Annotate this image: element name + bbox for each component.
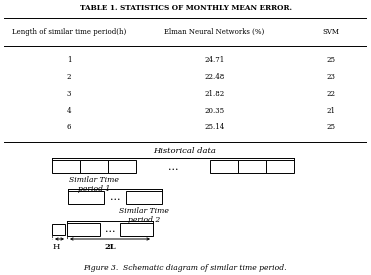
- Text: 22: 22: [326, 90, 335, 98]
- Text: Elman Neural Networks (%): Elman Neural Networks (%): [164, 28, 265, 36]
- Text: ...: ...: [105, 224, 115, 235]
- Text: 24.71: 24.71: [204, 56, 225, 64]
- Text: 25: 25: [326, 123, 335, 131]
- Text: 3: 3: [67, 90, 71, 98]
- Text: 6: 6: [67, 123, 71, 131]
- Bar: [68, 191, 104, 204]
- Text: TABLE 1. STATISTICS OF MONTHLY MEAN ERROR.: TABLE 1. STATISTICS OF MONTHLY MEAN ERRO…: [79, 4, 292, 12]
- Bar: [126, 191, 162, 204]
- Text: Historical data: Historical data: [154, 147, 216, 155]
- Bar: [266, 160, 294, 173]
- Text: 25.14: 25.14: [204, 123, 225, 131]
- Bar: [238, 160, 266, 173]
- Text: 23: 23: [326, 73, 335, 81]
- Text: 20.35: 20.35: [204, 107, 225, 115]
- Text: 21.82: 21.82: [204, 90, 225, 98]
- Bar: [52, 160, 80, 173]
- Text: SVM: SVM: [322, 28, 339, 36]
- Text: 2: 2: [67, 73, 71, 81]
- Text: ...: ...: [168, 161, 178, 172]
- Text: 21: 21: [326, 107, 335, 115]
- Bar: [67, 223, 100, 236]
- Text: 4: 4: [67, 107, 71, 115]
- Text: Length of similar time period(h): Length of similar time period(h): [12, 28, 126, 36]
- Text: Similar Time
period 2: Similar Time period 2: [119, 207, 169, 224]
- Text: Figure 3.  Schematic diagram of similar time period.: Figure 3. Schematic diagram of similar t…: [83, 264, 287, 272]
- Text: ...: ...: [110, 192, 120, 202]
- Bar: [108, 160, 136, 173]
- Bar: [120, 223, 153, 236]
- Text: H: H: [53, 243, 60, 251]
- Text: 2L: 2L: [104, 243, 116, 251]
- Bar: [52, 224, 65, 235]
- Text: 1: 1: [67, 56, 71, 64]
- Text: Similar Time
period 1: Similar Time period 1: [69, 176, 119, 193]
- Text: 22.48: 22.48: [204, 73, 225, 81]
- Bar: [80, 160, 108, 173]
- Bar: [210, 160, 238, 173]
- Text: 25: 25: [326, 56, 335, 64]
